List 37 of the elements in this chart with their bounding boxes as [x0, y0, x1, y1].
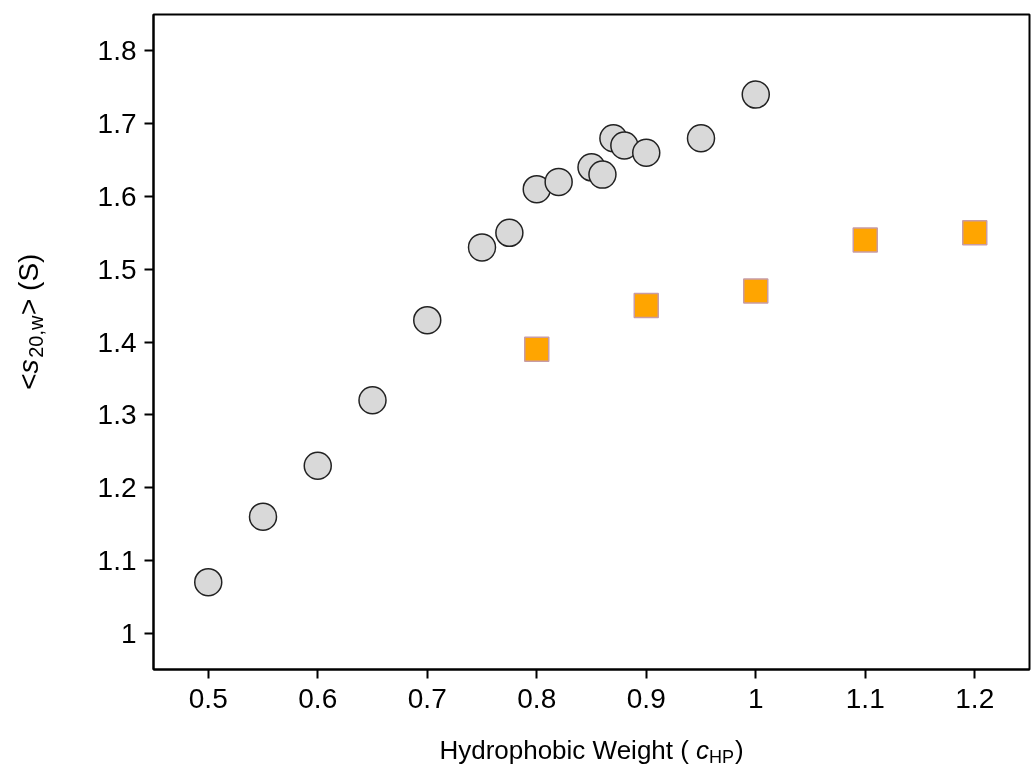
y-tick-label: 1 [120, 617, 137, 649]
point [686, 124, 716, 153]
y-tick-label: 1.4 [97, 326, 137, 358]
y-tick-label: 1.3 [97, 399, 137, 431]
x-tick-label: 1.1 [845, 682, 885, 714]
point [413, 305, 442, 335]
y-axis-title: <s20,w> (S) [13, 253, 48, 390]
point [358, 386, 387, 415]
point [248, 502, 278, 531]
x-tick-label: 0.8 [517, 682, 557, 714]
point [741, 80, 770, 109]
point [633, 292, 659, 319]
point [522, 174, 551, 204]
point [544, 167, 573, 197]
x-tick-label: 0.9 [626, 682, 666, 714]
x-tick-label: 0.6 [298, 682, 338, 714]
point [194, 567, 223, 597]
point [495, 218, 524, 248]
y-tick-label: 1.1 [97, 544, 137, 576]
point [743, 278, 769, 304]
x-tick-label: 1 [747, 682, 764, 714]
point [588, 160, 617, 189]
y-tick-label: 1.8 [97, 35, 137, 67]
y-tick-label: 1.2 [97, 472, 137, 504]
y-tick-label: 1.7 [97, 108, 137, 140]
point [852, 227, 878, 253]
point [962, 220, 988, 246]
y-tick-label: 1.5 [97, 253, 137, 285]
point [632, 138, 661, 167]
y-tick-label: 1.6 [97, 180, 137, 212]
x-tick-label: 0.5 [188, 682, 228, 714]
point [303, 451, 332, 480]
point [467, 233, 497, 262]
point [610, 131, 639, 160]
x-tick-label: 0.7 [407, 682, 447, 714]
x-tick-label: 1.2 [955, 682, 995, 714]
point [524, 336, 550, 363]
